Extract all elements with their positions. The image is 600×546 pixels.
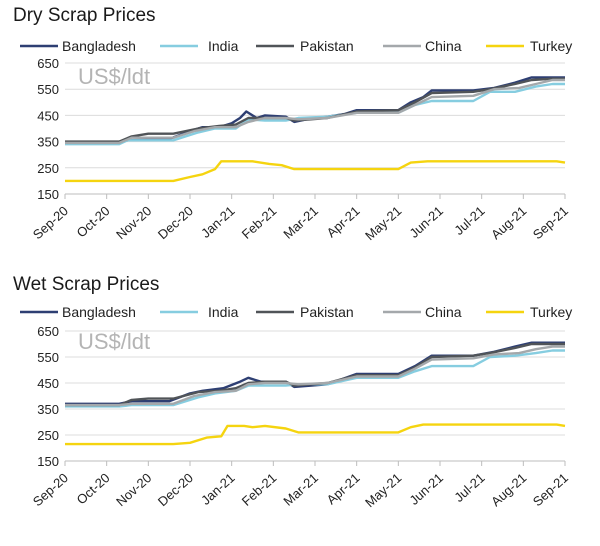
series-line-india [65,349,565,408]
x-tick-label: Sep-20 [30,470,71,509]
unit-label: US$/ldt [78,64,150,89]
chart-title-dry: Dry Scrap Prices [13,5,156,26]
x-tick-label: Dec-20 [155,203,196,242]
series-line-turkey [65,423,566,446]
y-tick-label: 550 [37,82,59,97]
series-line-turkey [65,160,566,183]
x-tick-label: Jul-21 [451,470,487,505]
series-line-china [65,345,565,407]
legend-label-pakistan: Pakistan [300,304,354,320]
x-tick-label: Jan-21 [198,203,238,241]
x-tick-label: Jun-21 [406,203,446,241]
legend-label-india: India [208,304,239,320]
x-tick-label: Aug-21 [488,470,529,509]
legend-label-china: China [425,38,462,54]
y-tick-label: 550 [37,350,59,365]
series-line-india [65,82,565,146]
chart-title-wet: Wet Scrap Prices [13,274,160,295]
legend-label-china: China [425,304,462,320]
series-line-pakistan [65,342,565,407]
legend-label-bangladesh: Bangladesh [62,304,136,320]
x-tick-label: Sep-21 [530,203,571,242]
x-tick-label: Feb-21 [239,470,280,509]
x-tick-label: May-21 [362,470,404,510]
x-tick-label: Jan-21 [198,470,238,508]
legend-label-turkey: Turkey [530,38,572,54]
y-tick-label: 650 [37,324,59,339]
x-tick-label: Nov-20 [113,470,154,509]
x-tick-label: Sep-21 [530,470,571,509]
x-tick-label: Apr-21 [324,203,363,240]
y-tick-label: 250 [37,428,59,443]
x-tick-label: Jun-21 [406,470,446,508]
y-tick-label: 650 [37,56,59,71]
series-line-pakistan [65,77,565,143]
x-tick-label: May-21 [362,203,404,243]
y-tick-label: 350 [37,135,59,150]
legend-label-pakistan: Pakistan [300,38,354,54]
unit-label: US$/ldt [78,329,150,354]
x-tick-label: Jul-21 [451,203,487,238]
y-tick-label: 150 [37,187,59,202]
x-tick-label: Aug-21 [488,203,529,242]
legend-label-india: India [208,38,239,54]
x-tick-label: Oct-20 [74,203,113,240]
x-tick-label: Nov-20 [113,203,154,242]
y-tick-label: 350 [37,402,59,417]
x-tick-label: Mar-21 [280,203,321,242]
series-line-china [65,78,565,145]
x-tick-label: Feb-21 [239,203,280,242]
x-tick-label: Sep-20 [30,203,71,242]
y-tick-label: 450 [37,108,59,123]
x-tick-label: Mar-21 [280,470,321,509]
x-tick-label: Oct-20 [74,470,113,507]
legend-label-bangladesh: Bangladesh [62,38,136,54]
y-tick-label: 450 [37,376,59,391]
y-tick-label: 150 [37,454,59,469]
x-tick-label: Apr-21 [324,470,363,507]
y-tick-label: 250 [37,161,59,176]
x-tick-label: Dec-20 [155,470,196,509]
legend-label-turkey: Turkey [530,304,572,320]
